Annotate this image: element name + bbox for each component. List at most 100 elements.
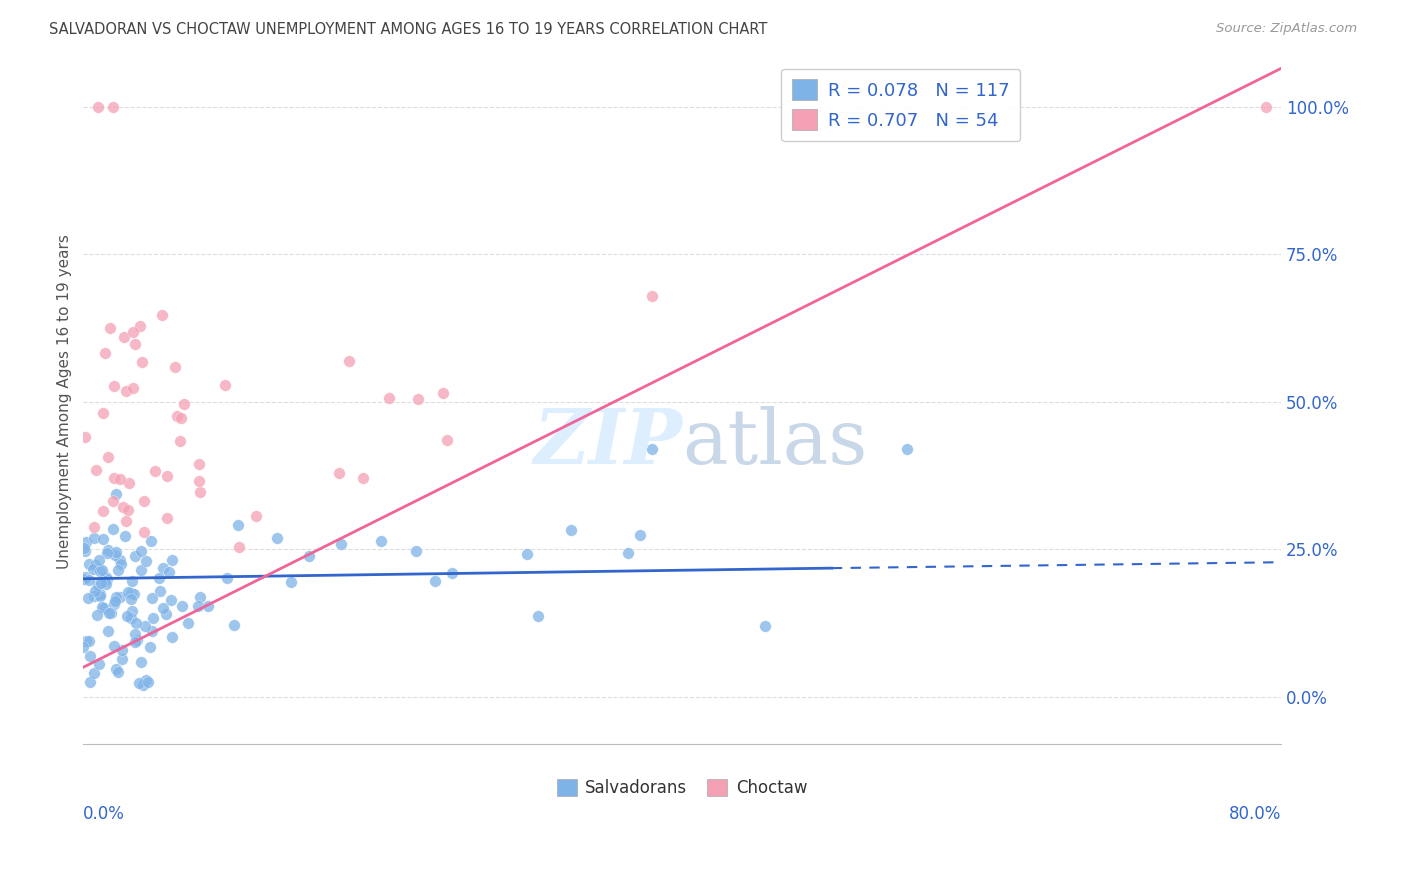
Text: 0.0%: 0.0% — [83, 805, 125, 823]
Point — [89, 589, 111, 603]
Point — [245, 509, 267, 524]
Point — [96, 570, 118, 584]
Point — [120, 585, 142, 599]
Point — [96, 624, 118, 638]
Point — [215, 571, 238, 585]
Point — [107, 665, 129, 680]
Point — [128, 676, 150, 690]
Point — [129, 655, 152, 669]
Point — [112, 330, 135, 344]
Point — [197, 599, 219, 614]
Point — [72, 640, 94, 654]
Point — [135, 673, 157, 687]
Point — [112, 500, 135, 514]
Point — [73, 541, 96, 556]
Point — [110, 590, 132, 604]
Point — [157, 565, 180, 579]
Point — [82, 562, 104, 576]
Text: 80.0%: 80.0% — [1229, 805, 1281, 823]
Point — [104, 594, 127, 608]
Text: atlas: atlas — [682, 406, 868, 480]
Point — [298, 549, 321, 564]
Point — [114, 514, 136, 528]
Point — [432, 386, 454, 401]
Point — [152, 560, 174, 574]
Point — [129, 544, 152, 558]
Point — [94, 577, 117, 591]
Point — [110, 558, 132, 572]
Point — [337, 354, 360, 368]
Point — [90, 576, 112, 591]
Point — [121, 326, 143, 340]
Point — [117, 585, 139, 599]
Point — [75, 535, 97, 549]
Point — [93, 601, 115, 615]
Point — [141, 591, 163, 606]
Point — [190, 590, 212, 604]
Point — [117, 503, 139, 517]
Point — [103, 100, 125, 114]
Point — [108, 553, 131, 567]
Point — [122, 381, 145, 395]
Point — [83, 589, 105, 603]
Point — [370, 534, 392, 549]
Point — [139, 533, 162, 548]
Point — [93, 504, 115, 518]
Point — [98, 321, 121, 335]
Point — [132, 494, 155, 508]
Point — [560, 523, 582, 537]
Point — [165, 359, 187, 374]
Text: SALVADORAN VS CHOCTAW UNEMPLOYMENT AMONG AGES 16 TO 19 YEARS CORRELATION CHART: SALVADORAN VS CHOCTAW UNEMPLOYMENT AMONG… — [49, 22, 768, 37]
Point — [329, 537, 352, 551]
Point — [77, 573, 100, 587]
Point — [266, 531, 288, 545]
Point — [896, 442, 918, 456]
Point — [83, 531, 105, 545]
Point — [91, 532, 114, 546]
Point — [117, 608, 139, 623]
Point — [91, 563, 114, 577]
Point — [111, 643, 134, 657]
Point — [87, 100, 110, 114]
Point — [425, 574, 447, 589]
Point — [139, 640, 162, 654]
Point — [104, 487, 127, 501]
Point — [169, 434, 191, 448]
Point — [100, 606, 122, 620]
Point — [142, 610, 165, 624]
Point — [79, 648, 101, 663]
Point — [131, 354, 153, 368]
Point — [91, 406, 114, 420]
Point — [83, 584, 105, 599]
Point — [152, 601, 174, 615]
Point — [128, 319, 150, 334]
Point — [73, 430, 96, 444]
Point — [224, 618, 246, 632]
Point — [96, 546, 118, 560]
Point — [150, 308, 173, 322]
Point — [406, 392, 429, 406]
Point — [89, 564, 111, 578]
Point — [83, 558, 105, 572]
Point — [1254, 100, 1277, 114]
Point — [120, 611, 142, 625]
Point — [77, 634, 100, 648]
Point — [97, 543, 120, 558]
Text: ZIP: ZIP — [533, 406, 682, 480]
Point — [127, 632, 149, 647]
Point — [103, 470, 125, 484]
Point — [156, 511, 179, 525]
Point — [89, 553, 111, 567]
Text: Source: ZipAtlas.com: Source: ZipAtlas.com — [1216, 22, 1357, 36]
Point — [187, 599, 209, 613]
Point — [86, 578, 108, 592]
Point — [125, 615, 148, 630]
Point — [641, 442, 664, 456]
Point — [616, 546, 638, 560]
Point — [149, 584, 172, 599]
Point — [103, 379, 125, 393]
Point — [124, 626, 146, 640]
Point — [120, 592, 142, 607]
Point — [187, 457, 209, 471]
Point — [79, 557, 101, 571]
